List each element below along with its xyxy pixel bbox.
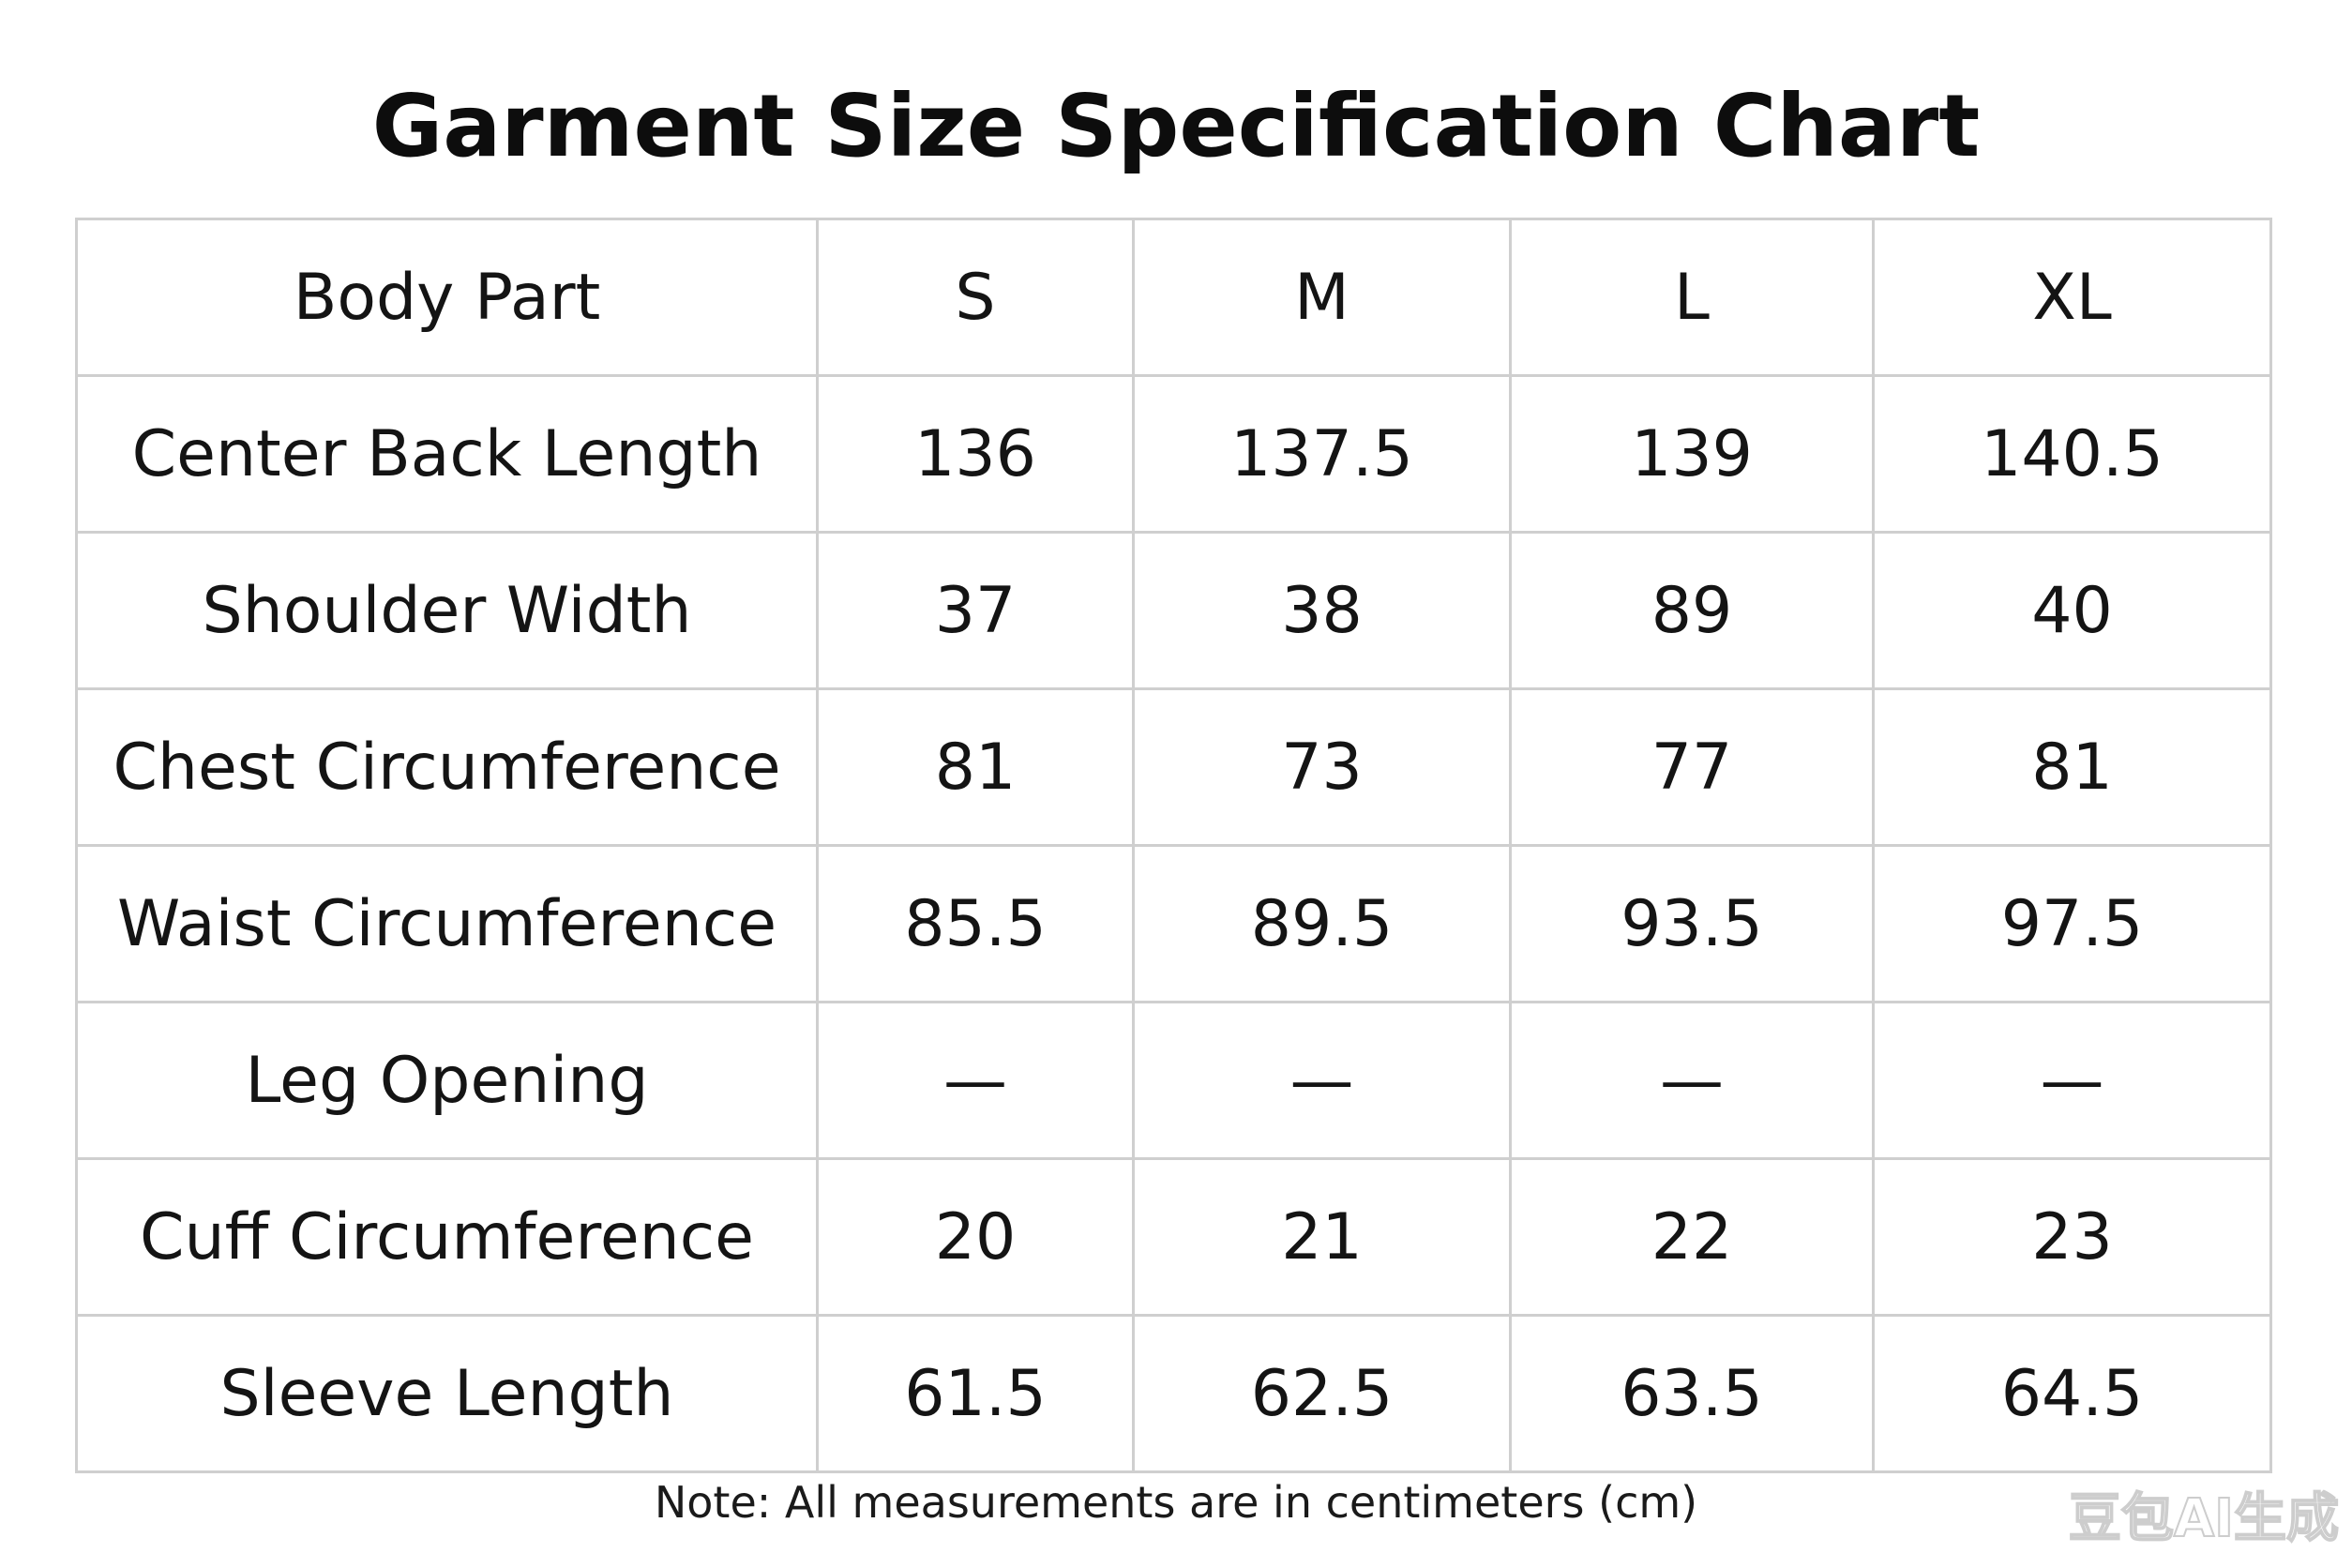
table-cell: 81: [1872, 687, 2272, 847]
column-header: M: [1132, 218, 1512, 377]
row-label: Cuff Circumference: [75, 1157, 819, 1317]
table-cell: 140.5: [1872, 374, 2272, 534]
table-cell: 62.5: [1132, 1314, 1512, 1473]
table-cell: 137.5: [1132, 374, 1512, 534]
row-label: Center Back Length: [75, 374, 819, 534]
table-cell: 20: [816, 1157, 1135, 1317]
table-cell: 63.5: [1509, 1314, 1875, 1473]
table-row: Cuff Circumference 20 21 22 23: [75, 1157, 2272, 1317]
table-cell: 139: [1509, 374, 1875, 534]
table-cell: 40: [1872, 531, 2272, 690]
table-cell: 85.5: [816, 844, 1135, 1003]
table-cell: 61.5: [816, 1314, 1135, 1473]
column-header: XL: [1872, 218, 2272, 377]
table-cell: 89.5: [1132, 844, 1512, 1003]
table-cell: 73: [1132, 687, 1512, 847]
chart-title: Garment Size Specification Chart: [371, 76, 1981, 176]
size-spec-table: Body Part S M L XL Center Back Length 13…: [75, 218, 2272, 1473]
table-cell: 38: [1132, 531, 1512, 690]
row-label: Leg Opening: [75, 1001, 819, 1160]
table-row: Shoulder Width 37 38 89 40: [75, 531, 2272, 690]
table-cell: 37: [816, 531, 1135, 690]
row-label: Sleeve Length: [75, 1314, 819, 1473]
ai-generated-watermark: 豆包AI生成: [2068, 1487, 2340, 1550]
table-cell: 93.5: [1509, 844, 1875, 1003]
units-note: Note: All measurements are in centimeter…: [654, 1477, 1698, 1528]
table-cell: 77: [1509, 687, 1875, 847]
table-cell: 22: [1509, 1157, 1875, 1317]
row-label: Waist Circumference: [75, 844, 819, 1003]
column-header: L: [1509, 218, 1875, 377]
table-cell: 64.5: [1872, 1314, 2272, 1473]
table-row: Chest Circumference 81 73 77 81: [75, 687, 2272, 847]
table-cell: —: [816, 1001, 1135, 1160]
row-label: Chest Circumference: [75, 687, 819, 847]
table-cell: 21: [1132, 1157, 1512, 1317]
table-row: Leg Opening — — — —: [75, 1001, 2272, 1160]
table-row: Sleeve Length 61.5 62.5 63.5 64.5: [75, 1314, 2272, 1473]
table-cell: —: [1872, 1001, 2272, 1160]
table-cell: 81: [816, 687, 1135, 847]
table-row: Center Back Length 136 137.5 139 140.5: [75, 374, 2272, 534]
table-cell: —: [1509, 1001, 1875, 1160]
table-cell: 23: [1872, 1157, 2272, 1317]
column-header: Body Part: [75, 218, 819, 377]
table-cell: —: [1132, 1001, 1512, 1160]
table-cell: 136: [816, 374, 1135, 534]
table-cell: 89: [1509, 531, 1875, 690]
table-cell: 97.5: [1872, 844, 2272, 1003]
row-label: Shoulder Width: [75, 531, 819, 690]
column-header: S: [816, 218, 1135, 377]
table-header-row: Body Part S M L XL: [75, 218, 2272, 377]
table-row: Waist Circumference 85.5 89.5 93.5 97.5: [75, 844, 2272, 1003]
